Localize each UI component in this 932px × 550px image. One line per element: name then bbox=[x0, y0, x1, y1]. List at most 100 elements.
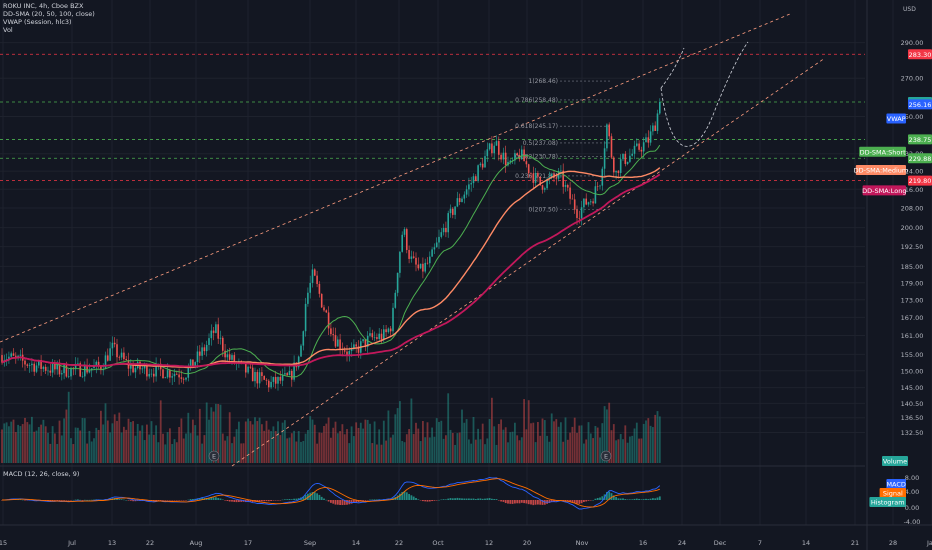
candle-body bbox=[67, 376, 70, 377]
macd-hist-bar bbox=[504, 500, 507, 504]
candle-body bbox=[392, 307, 394, 332]
macd-hist-bar bbox=[219, 498, 222, 500]
macd-hist-bar bbox=[88, 499, 91, 501]
volume-bar bbox=[10, 421, 13, 463]
candle-body bbox=[500, 154, 502, 160]
fib-label: 1(268.46) bbox=[529, 78, 559, 85]
macd-hist-bar bbox=[277, 500, 279, 501]
macd-hist-bar bbox=[608, 491, 611, 500]
volume-bar bbox=[187, 412, 190, 463]
macd-hist-bar bbox=[341, 500, 344, 506]
macd-tag: MACD bbox=[886, 481, 905, 489]
time-axis[interactable]: 15 Jul 13 22 Aug 17 Sep 14 22 Oct 12 20 Nov 16 24 Dec 7 1… bbox=[0, 539, 932, 547]
volume-bar bbox=[369, 423, 371, 463]
volume-bar bbox=[523, 399, 525, 463]
volume-bar bbox=[580, 425, 583, 463]
candle-body bbox=[28, 365, 31, 366]
candle-body bbox=[169, 370, 171, 378]
macd-hist-bar bbox=[484, 498, 486, 500]
candle-body bbox=[143, 365, 146, 369]
volume-bar bbox=[136, 423, 139, 463]
candle-body bbox=[24, 360, 26, 365]
macd-hist-bar bbox=[116, 498, 118, 500]
volume-bar bbox=[277, 421, 279, 463]
macd-hist-bar bbox=[208, 497, 210, 500]
projection-up bbox=[660, 47, 685, 89]
legend-vwap[interactable]: VWAP (Session, hlc3) bbox=[3, 18, 72, 26]
macd-hist-bar bbox=[192, 498, 194, 500]
macd-hist-bar bbox=[449, 498, 452, 500]
macd-hist-bar bbox=[127, 500, 130, 501]
candle-body bbox=[288, 370, 291, 376]
candle-body bbox=[320, 293, 323, 308]
volume-bar bbox=[221, 433, 224, 463]
x-tick-label: 22 bbox=[395, 539, 403, 547]
macd-hist-bar bbox=[580, 500, 583, 504]
volume-bar bbox=[378, 429, 381, 463]
volume-bar bbox=[509, 432, 512, 463]
candle-body bbox=[318, 283, 321, 294]
macd-hist-bar bbox=[132, 500, 134, 502]
volume-bar bbox=[649, 425, 652, 463]
macd-hist-bar bbox=[182, 500, 185, 501]
volume-bar bbox=[224, 440, 226, 463]
volume-bar bbox=[19, 426, 22, 463]
legend-macd[interactable]: MACD (12, 26, close, 9) bbox=[3, 470, 80, 478]
volume-bar bbox=[477, 428, 479, 463]
macd-hist-bar bbox=[474, 498, 477, 500]
macd-hist-bar bbox=[585, 500, 588, 502]
volume-bar bbox=[652, 427, 654, 463]
candle-body bbox=[155, 364, 157, 377]
volume-bar bbox=[60, 435, 63, 463]
legend-sma[interactable]: DD-SMA (20, 50, 100, close) bbox=[3, 10, 95, 18]
y-tick-label: 224.00 bbox=[901, 168, 924, 176]
macd-hist-bar bbox=[346, 500, 348, 505]
macd-hist-bar bbox=[249, 500, 252, 502]
candle-body bbox=[399, 251, 401, 273]
y-tick-label: 145.00 bbox=[901, 384, 924, 392]
volume-bar bbox=[97, 429, 100, 463]
candle-body bbox=[120, 352, 123, 358]
candle-body bbox=[279, 376, 282, 381]
volume-bar bbox=[134, 435, 137, 463]
candle-body bbox=[537, 172, 539, 177]
macd-hist-bar bbox=[617, 498, 620, 500]
macd-hist-bar bbox=[175, 500, 178, 501]
volume-bar bbox=[527, 400, 530, 463]
candle-body bbox=[371, 333, 374, 338]
candle-body bbox=[578, 217, 581, 219]
candle-body bbox=[251, 367, 254, 382]
macd-hist-bar bbox=[592, 499, 594, 501]
macd-hist-bar bbox=[633, 498, 636, 500]
candle-body bbox=[424, 262, 426, 272]
macd-hist-bar bbox=[17, 499, 19, 501]
volume-bar bbox=[445, 435, 447, 463]
macd-hist-bar bbox=[571, 500, 574, 503]
volume-bar bbox=[635, 422, 638, 463]
volume-bar bbox=[42, 419, 45, 463]
candle-body bbox=[277, 376, 279, 384]
macd-hist-bar bbox=[284, 499, 286, 500]
volume-bar bbox=[198, 408, 201, 463]
volume-bar bbox=[288, 437, 291, 463]
macd-hist-bar bbox=[410, 495, 413, 500]
volume-bar bbox=[146, 424, 148, 463]
candle-body bbox=[433, 247, 436, 250]
volume-bar bbox=[343, 434, 346, 463]
price-tag: 256.16 bbox=[909, 101, 932, 109]
candle-body bbox=[212, 330, 215, 333]
volume-bar bbox=[79, 430, 82, 463]
candle-body bbox=[31, 363, 33, 366]
candle-body bbox=[222, 337, 224, 351]
candle-body bbox=[350, 348, 353, 352]
price-axis[interactable]: 290.00270.00250.00232.00224.00216.00208.… bbox=[901, 39, 924, 526]
volume-bar bbox=[54, 433, 56, 463]
candle-body bbox=[532, 173, 535, 183]
candle-body bbox=[649, 131, 652, 143]
legend-vol[interactable]: Vol bbox=[3, 26, 13, 34]
macd-hist-bar bbox=[488, 498, 491, 500]
candle-body bbox=[580, 207, 583, 219]
macd-hist-bar bbox=[539, 500, 542, 505]
candle-body bbox=[123, 352, 125, 360]
